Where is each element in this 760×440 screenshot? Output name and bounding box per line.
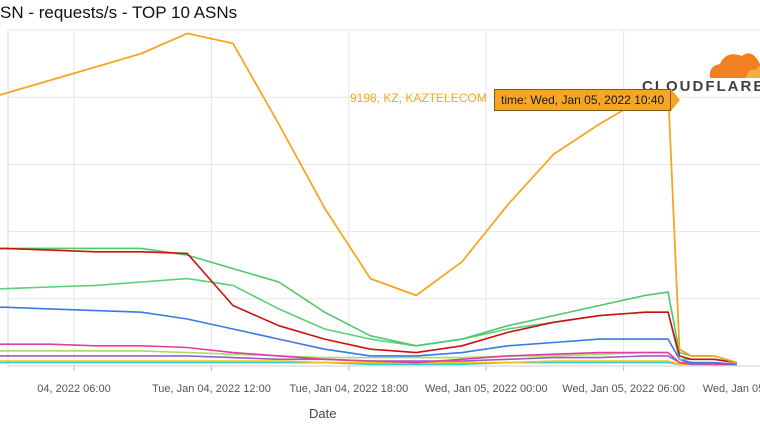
- tooltip-pointer: [671, 89, 680, 111]
- series-line: [0, 343, 737, 366]
- series-line: [0, 361, 737, 366]
- tooltip: time: Wed, Jan 05, 2022 10:40: [494, 89, 672, 111]
- x-axis-title: Date: [309, 406, 337, 421]
- x-tick-label: Wed, Jan 05, 2022 00:00: [425, 383, 548, 395]
- series-line: [0, 277, 737, 364]
- x-tick-label: 04, 2022 06:00: [37, 383, 110, 395]
- x-tick-label: Tue, Jan 04, 2022 18:00: [289, 383, 408, 395]
- series-line: [0, 247, 738, 364]
- series-line: [0, 32, 738, 364]
- tooltip-series-label: 9198, KZ, KAZTELECOM: [350, 91, 487, 105]
- x-tick-label: Wed, Jan 05, 2022 06:00: [562, 383, 685, 395]
- x-tick-label: Tue, Jan 04, 2022 12:00: [152, 383, 271, 395]
- chart-title: SN - requests/s - TOP 10 ASNs: [0, 3, 238, 22]
- series-line: [0, 360, 737, 366]
- x-tick-label: Wed, Jan 05, 2022 12:0: [703, 383, 760, 395]
- series-line: [0, 306, 737, 366]
- cloud-icon: [709, 53, 760, 78]
- series-line: [0, 247, 737, 364]
